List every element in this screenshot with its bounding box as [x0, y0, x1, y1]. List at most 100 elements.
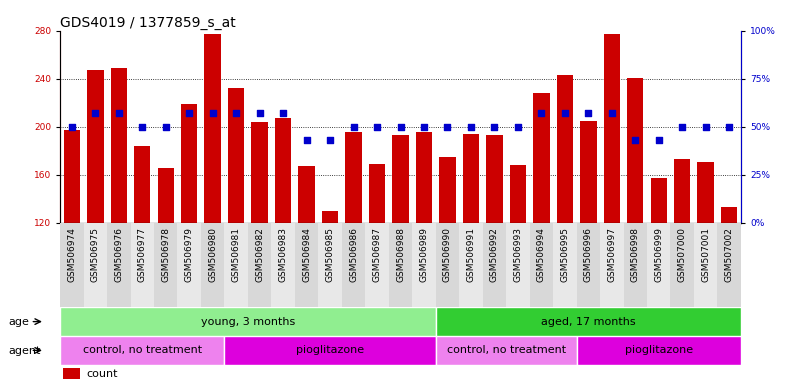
Bar	[252, 122, 268, 367]
Bar	[63, 368, 80, 379]
Bar	[272, 223, 295, 307]
Text: GSM506992: GSM506992	[490, 227, 499, 282]
Text: GSM506990: GSM506990	[443, 227, 452, 282]
Bar	[204, 34, 221, 367]
Bar	[506, 223, 529, 307]
Point	[629, 137, 642, 143]
Bar	[318, 223, 342, 307]
Text: GSM506983: GSM506983	[279, 227, 288, 282]
Text: GDS4019 / 1377859_s_at: GDS4019 / 1377859_s_at	[60, 16, 235, 30]
Text: GSM507000: GSM507000	[678, 227, 686, 282]
Point	[606, 110, 618, 116]
Point	[512, 124, 525, 130]
Point	[136, 124, 149, 130]
Point	[417, 124, 430, 130]
Text: aged, 17 months: aged, 17 months	[541, 316, 636, 327]
Bar	[111, 68, 127, 367]
Bar	[553, 223, 577, 307]
Bar	[604, 34, 620, 367]
Bar	[322, 211, 338, 367]
Text: GSM506988: GSM506988	[396, 227, 405, 282]
Bar	[131, 223, 154, 307]
Text: GSM506994: GSM506994	[537, 227, 545, 282]
Bar	[178, 223, 201, 307]
Point	[558, 110, 571, 116]
Text: GSM506991: GSM506991	[466, 227, 476, 282]
Text: GSM506987: GSM506987	[372, 227, 381, 282]
Bar	[365, 223, 388, 307]
Bar	[154, 223, 178, 307]
Bar	[698, 162, 714, 367]
Bar	[224, 223, 248, 307]
Bar	[107, 223, 131, 307]
Point	[324, 137, 336, 143]
Point	[394, 124, 407, 130]
Bar	[436, 307, 741, 336]
Point	[488, 124, 501, 130]
Text: GSM506986: GSM506986	[349, 227, 358, 282]
Text: GSM506997: GSM506997	[607, 227, 616, 282]
Point	[159, 124, 172, 130]
Bar	[627, 78, 643, 367]
Point	[66, 124, 78, 130]
Point	[676, 124, 689, 130]
Text: GSM506989: GSM506989	[420, 227, 429, 282]
Bar	[416, 131, 433, 367]
Bar	[577, 336, 741, 365]
Bar	[368, 164, 385, 367]
Text: agent: agent	[8, 346, 40, 356]
Point	[300, 137, 313, 143]
Point	[465, 124, 477, 130]
Point	[253, 110, 266, 116]
Bar	[483, 223, 506, 307]
Text: GSM506995: GSM506995	[561, 227, 570, 282]
Point	[89, 110, 102, 116]
Bar	[600, 223, 623, 307]
Bar	[83, 223, 107, 307]
Bar	[134, 146, 151, 367]
Text: GSM506981: GSM506981	[231, 227, 240, 282]
Bar	[436, 223, 459, 307]
Text: control, no treatment: control, no treatment	[447, 345, 566, 356]
Bar	[647, 223, 670, 307]
Text: GSM506984: GSM506984	[302, 227, 311, 282]
Bar	[248, 223, 272, 307]
Bar	[413, 223, 436, 307]
Text: young, 3 months: young, 3 months	[201, 316, 295, 327]
Text: GSM506999: GSM506999	[654, 227, 663, 282]
Point	[723, 124, 735, 130]
Bar	[87, 70, 103, 367]
Point	[582, 110, 594, 116]
Bar	[721, 207, 738, 367]
Point	[207, 110, 219, 116]
Text: GSM506996: GSM506996	[584, 227, 593, 282]
Point	[183, 110, 195, 116]
Bar	[486, 135, 503, 367]
Point	[535, 110, 548, 116]
Bar	[298, 166, 315, 367]
Bar	[529, 223, 553, 307]
Bar	[580, 121, 597, 367]
Bar	[718, 223, 741, 307]
Bar	[275, 118, 292, 367]
Text: GSM506974: GSM506974	[67, 227, 76, 282]
Point	[441, 124, 454, 130]
Text: GSM506998: GSM506998	[630, 227, 640, 282]
Bar	[181, 104, 197, 367]
Bar	[63, 130, 80, 367]
Bar	[224, 336, 436, 365]
Point	[230, 110, 243, 116]
Bar	[650, 178, 667, 367]
Bar	[60, 336, 224, 365]
Bar	[436, 336, 577, 365]
Bar	[60, 223, 83, 307]
Bar	[694, 223, 718, 307]
Text: GSM507002: GSM507002	[725, 227, 734, 282]
Text: pioglitazone: pioglitazone	[296, 345, 364, 356]
Point	[347, 124, 360, 130]
Bar	[623, 223, 647, 307]
Point	[371, 124, 384, 130]
Text: GSM506985: GSM506985	[325, 227, 335, 282]
Bar	[228, 88, 244, 367]
Bar	[60, 307, 436, 336]
